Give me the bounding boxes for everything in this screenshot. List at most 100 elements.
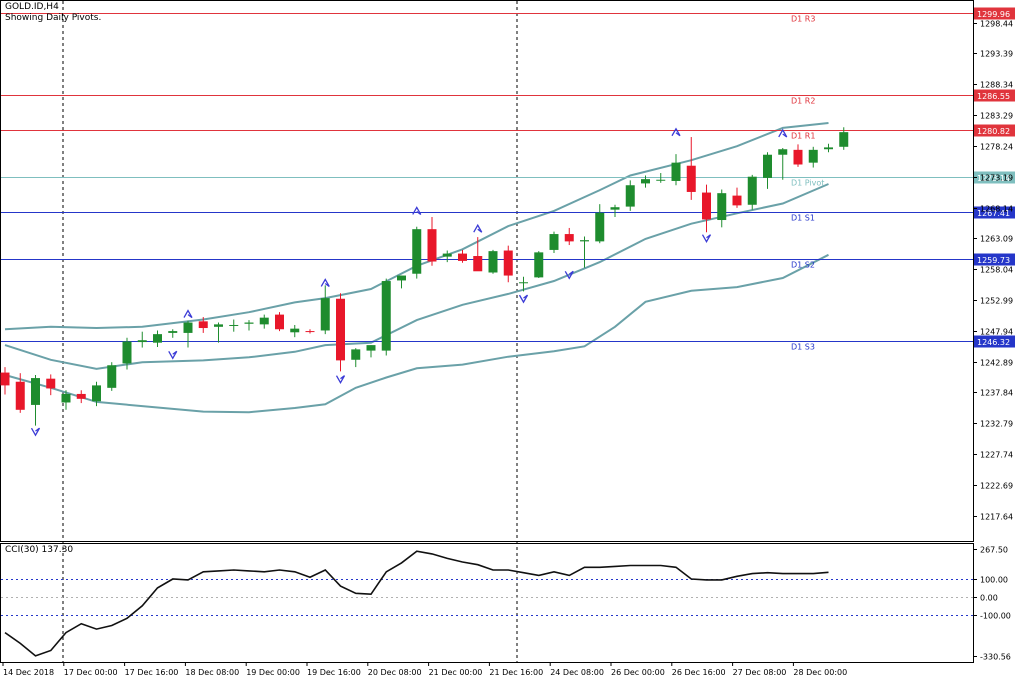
candle[interactable] [275,312,284,332]
candle[interactable] [183,320,193,348]
candle[interactable] [259,314,269,329]
candle[interactable] [336,293,345,372]
candle[interactable] [76,390,86,404]
candle-body [381,281,391,351]
cci-tick-label: -330.56 [980,653,1011,662]
candle[interactable] [15,373,25,413]
candle[interactable] [717,189,727,228]
fractal-up-arrow [671,127,681,137]
fractal-up-arrow [412,206,422,215]
candle[interactable] [366,345,376,358]
candle[interactable] [92,381,101,407]
candle[interactable] [427,216,437,266]
candle[interactable] [137,331,147,348]
candle[interactable] [671,154,681,186]
bollinger-middle [4,183,829,370]
candle[interactable] [610,204,620,217]
candle[interactable] [290,324,300,338]
candle[interactable] [107,362,117,391]
pivot-price-tag-text: 1246.32 [977,338,1010,347]
candle[interactable] [305,329,315,334]
pivot-price-tag [974,124,1015,137]
candle-body [610,207,620,210]
candle[interactable] [702,184,711,233]
candle[interactable] [168,329,178,338]
time-tick-label: 21 Dec 00:00 [429,668,483,677]
candle[interactable] [778,148,788,180]
candle[interactable] [61,390,71,410]
candle[interactable] [46,374,56,396]
candle[interactable] [320,285,330,335]
candle[interactable] [732,187,742,208]
price-tick-label: 1217.64 [980,513,1013,522]
time-tick-label: 21 Dec 16:00 [489,668,543,677]
candle[interactable] [473,237,483,272]
candle-body [305,331,315,333]
pivot-price-tag [974,335,1015,348]
pivot-label: D1 S3 [791,343,815,352]
candle-body [793,149,803,165]
candle-body [290,328,300,333]
candle[interactable] [580,236,589,268]
candle[interactable] [397,275,406,289]
candle[interactable] [656,173,666,183]
pivot-price-tag [974,89,1015,102]
candle[interactable] [214,322,223,343]
candle-body [137,340,147,343]
candle[interactable] [488,249,498,274]
candle[interactable] [0,367,10,395]
candle[interactable] [824,143,833,153]
candle[interactable] [442,250,452,263]
candle[interactable] [595,204,605,244]
candle[interactable] [458,249,467,263]
grid [0,0,974,663]
pivot-label: D1 S1 [791,214,815,223]
fractal-up-arrow [778,128,788,138]
candle[interactable] [31,375,40,426]
fractals [30,127,788,437]
candle[interactable] [534,251,544,278]
candle-body [320,298,330,331]
candle[interactable] [808,146,818,168]
candle-body [671,162,681,181]
candle[interactable] [412,226,422,279]
candle[interactable] [641,175,650,188]
candle[interactable] [549,231,559,253]
candle[interactable] [381,278,391,356]
candle-body [259,317,269,325]
candle[interactable] [747,174,757,210]
pivot-lines: D1 R3 1299.96 D1 R2 1286.55 D1 R1 1280.82 D1 P… [1,7,1015,352]
time-tick-label: 28 Dec 00:00 [793,668,847,677]
candle[interactable] [503,245,513,283]
bollinger-lower [4,253,829,414]
candle[interactable] [763,152,772,189]
candle-body [46,378,56,389]
time-tick-label: 27 Dec 08:00 [733,668,787,677]
candle[interactable] [686,137,696,200]
time-tick-label: 20 Dec 08:00 [368,668,422,677]
price-tick-label: 1288.34 [980,81,1013,90]
candle[interactable] [793,144,803,167]
candle[interactable] [153,330,162,347]
candle[interactable] [122,337,132,370]
candle[interactable] [564,227,574,246]
candle[interactable] [244,320,254,331]
time-tick-label: 14 Dec 2018 [3,668,54,677]
candle-body [778,149,788,155]
candles[interactable] [0,127,849,426]
price-tick-label: 1252.99 [980,297,1013,306]
candle[interactable] [229,319,239,332]
cci-pane[interactable] [1,550,973,657]
candle-body [473,256,483,272]
candle-body [824,147,833,150]
price-tick-label: 1293.39 [980,50,1013,59]
fractal-down-arrow [564,270,574,280]
candle[interactable] [519,276,528,292]
candle[interactable] [198,317,208,333]
candle-body [397,275,406,281]
candle[interactable] [625,180,635,211]
candle[interactable] [839,127,849,150]
candle[interactable] [351,348,361,368]
